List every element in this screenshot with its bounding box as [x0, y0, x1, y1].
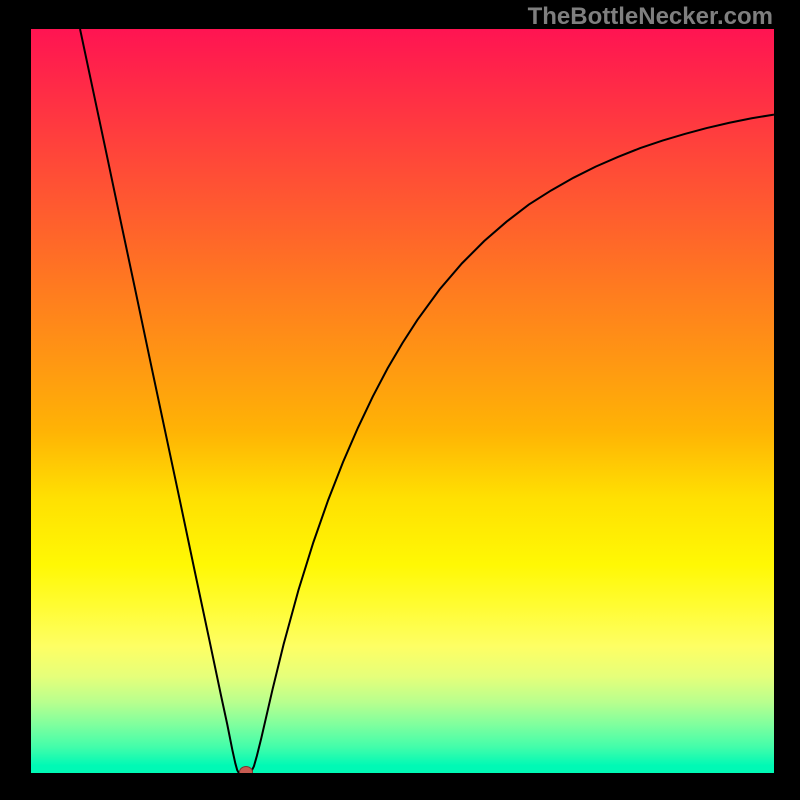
- chart-frame: TheBottleNecker.com: [0, 0, 800, 800]
- curve-layer: [31, 29, 774, 773]
- plot-area: [31, 29, 774, 773]
- optimum-marker: [239, 766, 253, 773]
- bottleneck-curve: [80, 29, 774, 773]
- watermark-label: TheBottleNecker.com: [528, 3, 773, 31]
